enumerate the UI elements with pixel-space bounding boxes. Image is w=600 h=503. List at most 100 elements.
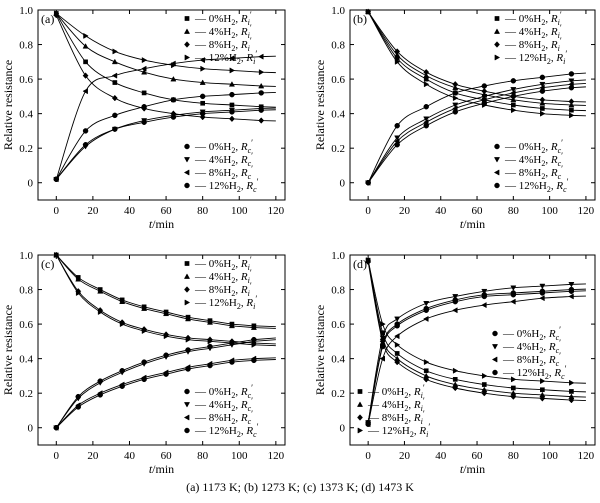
data-point — [379, 355, 385, 362]
legend-label: — 12%H2, Rc′ — [194, 422, 259, 439]
y-tick-label: 0.8 — [19, 40, 33, 52]
data-point — [228, 322, 235, 329]
data-point — [394, 135, 401, 141]
data-point — [511, 102, 516, 108]
legend-label: — 4%H2, Ri′ — [367, 396, 425, 413]
legend-label: — 0%H2, Ri′ — [504, 10, 562, 27]
data-point — [568, 288, 575, 294]
data-point — [97, 288, 104, 294]
x-tick-label: 80 — [508, 205, 520, 217]
series — [365, 85, 586, 186]
y-tick-label: 0.4 — [19, 354, 33, 366]
data-point — [569, 389, 574, 394]
legend: — 0%H2, Ri′— 4%H2, Ri′— 8%H2, Ri′— 12%H2… — [493, 10, 567, 66]
legend-label: — 12%H2, Ri′ — [194, 49, 257, 66]
y-tick-label: 0.6 — [331, 319, 345, 331]
y-tick-label: 0.6 — [19, 319, 33, 331]
data-point — [568, 293, 574, 300]
data-point — [452, 81, 459, 88]
y-tick-label: 0 — [28, 423, 34, 435]
x-tick-label: 100 — [541, 450, 558, 462]
data-point — [481, 372, 488, 379]
series — [53, 10, 276, 89]
x-axis-label: t/min — [460, 217, 485, 231]
series-line — [55, 254, 276, 345]
legend-label: — 8%H2, Ri′ — [504, 36, 562, 53]
legend-label: — 8%H2, Ri′ — [194, 281, 252, 298]
chart-panel: 0 20 40 60 80 100 120 0 0.2 0.4 0.6 0.8 1.0 t/min Rela… — [313, 5, 596, 231]
data-point — [170, 75, 177, 82]
legend-marker — [493, 157, 501, 163]
series — [53, 251, 276, 348]
data-point — [53, 176, 60, 182]
y-tick-label: 0.6 — [19, 74, 33, 86]
data-point — [112, 126, 118, 132]
data-point — [568, 78, 575, 84]
data-point — [452, 307, 458, 314]
data-point — [539, 395, 546, 402]
data-point — [251, 357, 257, 364]
data-point — [423, 116, 430, 122]
data-point — [185, 336, 192, 343]
x-tick-label: 40 — [124, 205, 136, 217]
data-point — [170, 60, 176, 67]
data-point — [568, 85, 575, 91]
legend-marker — [184, 143, 190, 150]
legend-label: — 8%H2, Rc′ — [194, 409, 253, 426]
legend-marker — [184, 182, 190, 189]
data-point — [452, 367, 459, 374]
data-point — [380, 321, 386, 328]
data-point — [119, 298, 126, 304]
x-axis-label: t/min — [460, 462, 485, 476]
data-point — [539, 81, 546, 88]
series — [365, 282, 586, 426]
y-tick-label: 0.8 — [331, 285, 345, 297]
data-point — [228, 81, 235, 87]
legend-marker — [493, 28, 501, 34]
plot-frame — [349, 254, 596, 446]
data-point — [481, 288, 488, 295]
data-point — [112, 48, 118, 55]
data-point — [568, 98, 575, 105]
legend-label: — 0%H2, Rc′ — [194, 138, 253, 155]
data-point — [111, 58, 118, 65]
data-point — [481, 87, 488, 95]
legend-label: — 8%H2, Rc′ — [502, 351, 561, 368]
data-point — [481, 382, 487, 387]
y-tick-label: 0.8 — [331, 40, 345, 52]
data-point — [229, 91, 235, 98]
legend-label: — 0%H2, Ri′ — [194, 10, 252, 27]
data-point — [452, 294, 459, 300]
data-point — [510, 93, 517, 100]
x-tick-label: 60 — [472, 205, 484, 217]
data-point — [394, 333, 400, 340]
data-point — [452, 95, 459, 102]
data-point — [119, 321, 126, 328]
data-point — [394, 142, 400, 148]
data-point — [394, 358, 401, 366]
legend-label: — 0%H2, Ri′ — [194, 255, 252, 272]
data-point — [250, 339, 257, 345]
legend: — 0%H2, Rc′— 4%H2, Rc′— 8%H2, Rc′— 12%H2… — [491, 325, 567, 381]
data-point — [75, 396, 82, 402]
legend: — 0%H2, Rc′— 4%H2, Rc′— 8%H2, Rc′— 12%H2… — [183, 138, 259, 194]
data-point — [510, 393, 517, 400]
data-point — [365, 421, 371, 427]
legend-label: — 0%H2, Rc′ — [504, 138, 563, 155]
series — [53, 107, 276, 182]
data-point — [258, 107, 264, 113]
data-point — [207, 338, 214, 345]
panel-label: (c) — [41, 257, 54, 271]
x-tick-label: 0 — [54, 205, 60, 217]
data-point — [112, 80, 118, 85]
x-tick-label: 100 — [541, 205, 558, 217]
series — [365, 78, 586, 186]
legend-label: — 12%H2, Ri′ — [504, 49, 567, 66]
y-axis-label: Relative resistance — [1, 60, 15, 150]
data-point — [82, 43, 89, 49]
data-point — [394, 123, 400, 129]
legend-label: — 8%H2, Rc′ — [194, 164, 253, 181]
legend-marker — [184, 54, 191, 61]
legend-marker — [183, 402, 191, 408]
data-point — [207, 362, 213, 369]
